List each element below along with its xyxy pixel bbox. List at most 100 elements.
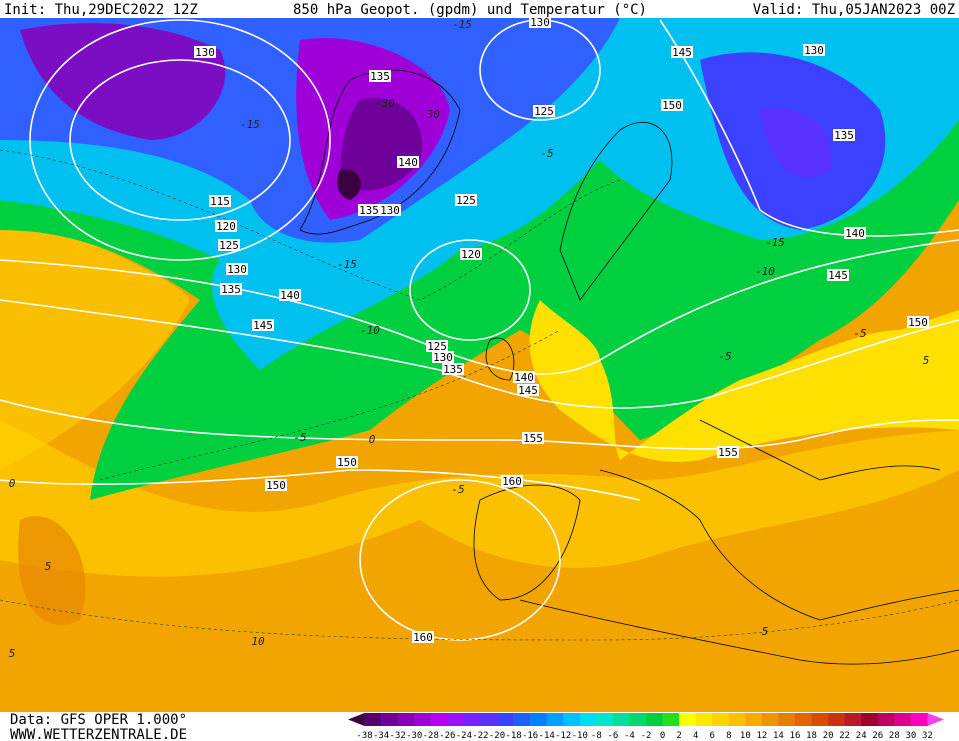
height-label: 160 xyxy=(413,631,433,644)
height-label-box xyxy=(460,248,482,260)
height-label-box xyxy=(265,479,287,491)
legend-swatch xyxy=(596,713,614,726)
height-label-box xyxy=(194,46,216,58)
legend-swatch xyxy=(480,713,498,726)
temperature-label: 5 xyxy=(923,354,930,367)
legend-label: 0 xyxy=(660,731,665,741)
temperature-label: -15 xyxy=(452,18,472,31)
legend-swatch xyxy=(728,713,746,726)
height-label: 130 xyxy=(433,351,453,364)
legend-label: -16 xyxy=(522,731,538,741)
temperature-label: 5 xyxy=(762,625,769,638)
legend-label: -28 xyxy=(423,731,439,741)
legend-label: 12 xyxy=(756,731,767,741)
legend-swatch xyxy=(463,713,481,726)
height-label: 125 xyxy=(456,194,476,207)
legend-swatch xyxy=(811,713,829,726)
color-legend: -38 -34 -32 -30 -28 -26 -24 -22 -20 -18 -16 -14 -12-… xyxy=(348,713,944,741)
legend-swatch xyxy=(447,713,465,726)
height-label: 130 xyxy=(227,263,247,276)
legend-label: -14 xyxy=(539,731,555,741)
height-label: 120 xyxy=(461,248,481,261)
legend-swatch xyxy=(828,713,845,726)
height-label: 130 xyxy=(530,16,550,29)
temperature-label: 5 xyxy=(45,560,52,573)
height-label-box xyxy=(379,204,401,216)
legend-swatch xyxy=(629,713,647,726)
map-title: 850 hPa Geopot. (gpdm) und Temperatur (°… xyxy=(293,2,647,18)
height-label: 155 xyxy=(718,446,738,459)
legend-swatch xyxy=(546,713,564,726)
legend-swatch xyxy=(861,713,879,726)
height-label-box xyxy=(432,351,454,363)
height-label: 125 xyxy=(427,340,447,353)
legend-label: -38 xyxy=(356,731,372,741)
height-label-box xyxy=(215,220,237,232)
height-label: 130 xyxy=(195,46,215,59)
temperature-label: -5 xyxy=(718,350,731,363)
height-label-box xyxy=(661,99,683,111)
legend-swatch xyxy=(662,713,680,726)
height-label: 135 xyxy=(370,70,390,83)
height-label-box xyxy=(426,340,448,352)
legend-swatch xyxy=(646,713,663,726)
legend-label: -12 xyxy=(555,731,571,741)
height-label: 135 xyxy=(221,283,241,296)
height-label-box xyxy=(501,475,523,487)
height-label: 140 xyxy=(398,156,418,169)
legend-swatch xyxy=(430,713,448,726)
legend-label: -18 xyxy=(505,731,521,741)
legend-swatch xyxy=(712,713,730,726)
temperature-label: 0 xyxy=(369,433,376,446)
legend-label: -6 xyxy=(607,731,618,741)
height-label: 125 xyxy=(534,105,554,118)
legend-swatch xyxy=(778,713,796,726)
legend-label: 32 xyxy=(922,731,933,741)
temperature-label: -10 xyxy=(755,265,775,278)
height-label-box xyxy=(442,363,464,375)
height-label: 145 xyxy=(253,319,273,332)
legend-swatch xyxy=(795,713,812,726)
temperature-label: -5 xyxy=(853,327,866,340)
height-label-box xyxy=(513,371,535,383)
legend-arrow xyxy=(348,713,365,726)
legend-label: 30 xyxy=(905,731,916,741)
legend-swatch xyxy=(679,713,696,726)
legend-label: -8 xyxy=(591,731,602,741)
legend-label: -32 xyxy=(390,731,406,741)
height-label: 160 xyxy=(502,475,522,488)
height-label: 130 xyxy=(380,204,400,217)
height-label: 145 xyxy=(672,46,692,59)
legend-swatch xyxy=(910,713,928,726)
legend-swatch xyxy=(894,713,912,726)
legend-label: -20 xyxy=(489,731,505,741)
legend-swatch xyxy=(364,713,382,726)
height-label: 135 xyxy=(834,129,854,142)
height-label-box xyxy=(533,105,555,117)
legend-swatch xyxy=(497,713,514,726)
height-label: 140 xyxy=(280,289,300,302)
temperature-label: -30 xyxy=(420,108,440,121)
legend-label: 28 xyxy=(889,731,900,741)
height-label-box xyxy=(844,227,866,239)
height-label: 135 xyxy=(359,204,379,217)
legend-label: -26 xyxy=(439,731,455,741)
legend-swatch xyxy=(513,713,531,726)
temperature-label: 0 xyxy=(9,477,16,490)
legend-swatch xyxy=(579,713,597,726)
legend-swatch xyxy=(414,713,432,726)
height-label-box xyxy=(517,384,539,396)
legend-swatch xyxy=(761,713,779,726)
legend-label: 4 xyxy=(693,731,698,741)
temperature-contours xyxy=(0,149,959,641)
legend-label: 18 xyxy=(806,731,817,741)
height-label: 120 xyxy=(216,220,236,233)
height-label-box xyxy=(803,44,825,56)
legend-swatch xyxy=(877,713,895,726)
legend-swatch xyxy=(563,713,581,726)
height-label: 125 xyxy=(219,239,239,252)
legend-label: -24 xyxy=(456,731,472,741)
temperature-label: -15 xyxy=(337,258,357,271)
